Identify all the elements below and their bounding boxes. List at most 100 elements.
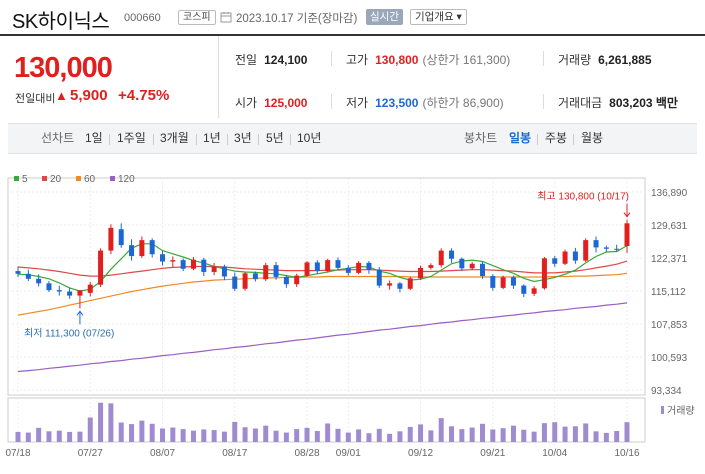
- volume-bar: [273, 430, 279, 442]
- volume-legend-swatch: [661, 406, 664, 414]
- line-chart-label: 선차트: [41, 131, 75, 145]
- candle-body: [572, 251, 578, 261]
- period-5y[interactable]: 5년: [266, 131, 284, 145]
- candle-body: [201, 259, 207, 272]
- volume-bar: [129, 424, 135, 442]
- volume-bar: [366, 433, 372, 442]
- volume-bar: [294, 429, 300, 442]
- volume-bar: [593, 431, 599, 442]
- candle-body: [221, 266, 227, 277]
- candle-body: [562, 251, 568, 264]
- period-1y[interactable]: 1년: [203, 131, 221, 145]
- ma60-line: [17, 272, 628, 316]
- candle-body: [387, 283, 393, 286]
- volume-bar: [25, 432, 31, 442]
- candle-monthly[interactable]: 월봉: [581, 131, 604, 145]
- volume-bar: [201, 429, 207, 442]
- volume-bar: [335, 428, 341, 442]
- x-tick-label: 07/27: [78, 448, 103, 459]
- candle-body: [139, 240, 145, 257]
- x-tick-label: 08/17: [222, 448, 247, 459]
- volume-bar: [263, 425, 269, 442]
- y-tick-label: 115,112: [651, 287, 686, 298]
- volume-bar: [418, 424, 424, 442]
- volume-bar: [500, 428, 506, 442]
- candle-daily[interactable]: 일봉: [509, 131, 532, 145]
- volume-bar: [603, 432, 609, 442]
- realtime-button[interactable]: 실시간: [366, 9, 403, 25]
- stat-sub: (하한가 86,900): [422, 96, 504, 110]
- volume-bar: [15, 431, 21, 442]
- volume-bar: [562, 426, 568, 442]
- stat-divider: [331, 94, 332, 109]
- period-10y[interactable]: 10년: [297, 131, 322, 145]
- period-1d[interactable]: 1일: [85, 131, 103, 145]
- stat-sub: (상한가 161,300): [422, 53, 511, 67]
- volume-legend-label: 거래량: [667, 405, 695, 417]
- candle-body: [273, 265, 279, 277]
- toolbar-sep: [258, 134, 259, 145]
- stock-chart[interactable]: 136,890 129,631 122,371 115,112 107,853 100,5…: [0, 170, 705, 470]
- stat-high: 고가 130,800 (상한가 161,300): [346, 51, 510, 68]
- stat-trading-value: 거래대금 803,203 백만: [558, 94, 678, 111]
- candle-body: [129, 245, 135, 257]
- period-1w[interactable]: 1주일: [117, 131, 146, 145]
- volume-bar: [221, 431, 227, 442]
- candle-body: [418, 267, 424, 279]
- candle-body: [335, 260, 341, 268]
- candle-body: [170, 260, 176, 262]
- candle-body: [283, 276, 289, 285]
- period-3y[interactable]: 3년: [234, 131, 252, 145]
- candle-body: [46, 283, 52, 291]
- candle-body: [294, 275, 300, 285]
- stock-name[interactable]: SK하이닉스: [12, 11, 110, 33]
- stat-open: 시가 125,000: [235, 94, 307, 111]
- volume-bar: [397, 431, 403, 442]
- candle-body: [428, 265, 434, 268]
- y-tick-label: 122,371: [651, 254, 688, 265]
- high-arrow-icon: [623, 203, 631, 218]
- candle-body: [252, 273, 258, 280]
- low-annotation: 최저 111,300 (07/26): [24, 327, 114, 339]
- company-overview-dropdown[interactable]: 기업개요 ▾: [410, 9, 467, 25]
- stat-value: 803,203 백만: [609, 96, 678, 110]
- volume-bar: [583, 423, 589, 442]
- ma20-line: [17, 260, 628, 277]
- candle-body: [98, 250, 104, 285]
- candle-weekly[interactable]: 주봉: [545, 131, 568, 145]
- price-divider: [218, 36, 219, 118]
- volume-bar: [98, 402, 104, 442]
- volume-bar: [387, 433, 393, 442]
- up-arrow-icon: ▲: [55, 88, 68, 103]
- stat-value: 123,500: [375, 96, 419, 110]
- candle-body: [603, 247, 609, 249]
- candle-body: [469, 263, 475, 269]
- candle-body: [36, 278, 42, 284]
- candle-body: [459, 258, 465, 269]
- candle-body: [160, 254, 166, 262]
- toolbar-sep: [290, 134, 291, 145]
- volume-bar: [180, 429, 186, 442]
- candle-body: [304, 262, 310, 276]
- candle-body: [366, 262, 372, 270]
- stat-label: 시가: [235, 96, 258, 110]
- toolbar-sep: [153, 134, 154, 145]
- x-tick-label: 08/07: [150, 448, 175, 459]
- candle-body: [614, 248, 620, 250]
- low-arrow-icon: [76, 310, 84, 325]
- volume-bar: [118, 422, 124, 442]
- candle-body: [242, 273, 248, 289]
- candle-body: [56, 290, 62, 292]
- x-tick-label: 10/04: [542, 448, 567, 459]
- change-label: 전일대비: [15, 93, 56, 105]
- high-annotation: 최고 130,800 (10/17): [537, 191, 629, 203]
- candle-body: [449, 250, 455, 259]
- candle-body: [263, 265, 269, 280]
- volume-bar: [469, 427, 475, 442]
- volume-bar: [624, 422, 630, 442]
- period-3m[interactable]: 3개월: [160, 131, 189, 145]
- candle-body: [479, 263, 485, 277]
- volume-bar: [211, 430, 217, 442]
- stock-header: SK하이닉스 000660 코스피 2023.10.17 기준(장마감) 실시간…: [0, 0, 705, 34]
- candle-body: [325, 260, 331, 272]
